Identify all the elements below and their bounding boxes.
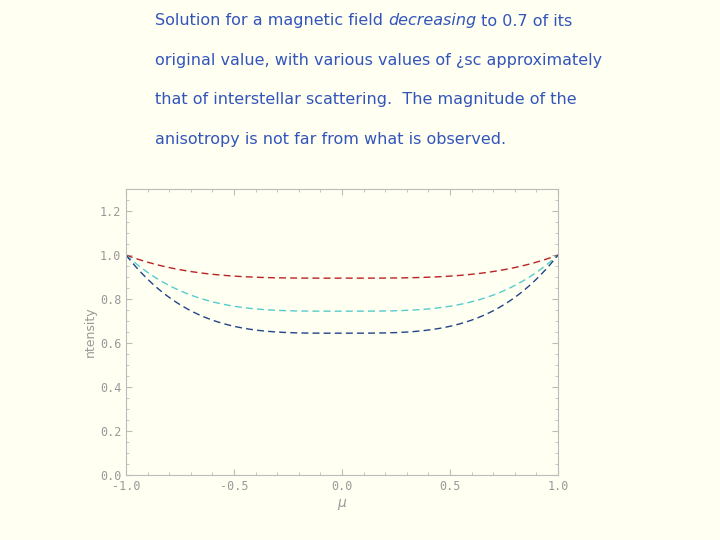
Text: to 0.7 of its: to 0.7 of its xyxy=(476,14,572,29)
Text: Solution for a magnetic field: Solution for a magnetic field xyxy=(155,14,388,29)
Text: anisotropy is not far from what is observed.: anisotropy is not far from what is obser… xyxy=(155,132,506,147)
Text: original value, with various values of ¿sc approximately: original value, with various values of ¿… xyxy=(155,53,602,68)
Y-axis label: ntensity: ntensity xyxy=(84,307,97,357)
Text: that of interstellar scattering.  The magnitude of the: that of interstellar scattering. The mag… xyxy=(155,92,577,107)
X-axis label: µ: µ xyxy=(338,496,346,510)
Text: decreasing: decreasing xyxy=(388,14,476,29)
